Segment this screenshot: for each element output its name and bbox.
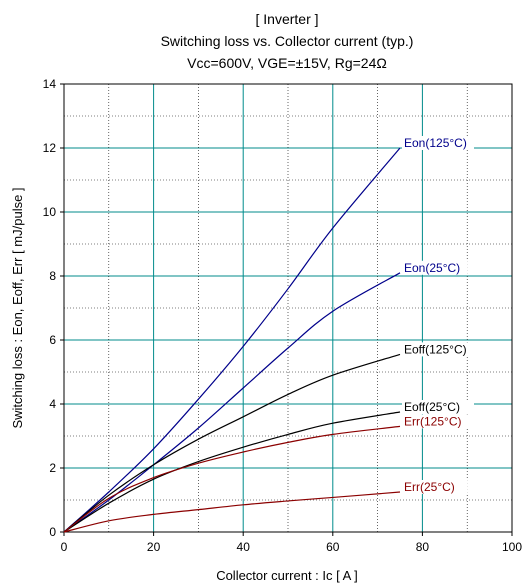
chart-title-line-1: [ Inverter ] <box>255 11 318 27</box>
series-label-err-25-c: Err(25°C) <box>404 480 455 494</box>
series-label-bg <box>402 400 474 414</box>
x-tick-label: 20 <box>147 540 161 554</box>
plot-area-border <box>63 83 513 533</box>
series-label-eoff-125-c: Eoff(125°C) <box>404 342 467 356</box>
y-tick-label: 4 <box>49 397 56 411</box>
x-axis: 0 20 40 60 80 100 <box>61 532 522 554</box>
y-tick-label: 6 <box>49 333 56 347</box>
y-tick-label: 8 <box>49 269 56 283</box>
y-axis: 0 2 4 6 8 10 12 14 <box>43 77 64 539</box>
series-labels: Eon(125°C) Eon(25°C) Eoff(125°C) Eoff(25°C)… <box>402 136 481 494</box>
series-label-bg <box>402 480 468 494</box>
x-tick-label: 100 <box>502 540 522 554</box>
series-label-err-125-c: Err(125°C) <box>404 414 461 428</box>
x-tick-label: 60 <box>326 540 340 554</box>
grid <box>64 84 512 532</box>
chart-title-line-2: Switching loss vs. Collector current (ty… <box>161 33 414 49</box>
y-tick-label: 2 <box>49 461 56 475</box>
y-tick-label: 14 <box>43 77 57 91</box>
series-line-eoff-25-c <box>63 411 401 533</box>
series-label-eon-125-c: Eon(125°C) <box>404 136 467 150</box>
y-tick-label: 0 <box>49 525 56 539</box>
series-group <box>63 147 401 533</box>
x-axis-label: Collector current : Ic [ A ] <box>216 568 358 583</box>
series-label-bg <box>402 260 468 275</box>
series-label-eoff-25-c: Eoff(25°C) <box>404 400 460 414</box>
x-tick-label: 0 <box>61 540 68 554</box>
y-tick-label: 12 <box>43 141 57 155</box>
chart-title: [ Inverter ] Switching loss vs. Collecto… <box>161 11 414 71</box>
series-line-err-125-c <box>63 425 401 533</box>
series-line-eoff-125-c <box>63 353 401 533</box>
series-line-eon-125-c <box>63 147 401 533</box>
x-tick-label: 40 <box>237 540 251 554</box>
y-axis-label: Switching loss : Eon, Eoff, Err [ mJ/pul… <box>10 187 25 428</box>
series-label-bg <box>402 414 474 429</box>
y-tick-label: 10 <box>43 205 57 219</box>
series-label-bg <box>402 342 481 357</box>
series-line-eon-25-c <box>63 272 401 533</box>
series-label-eon-25-c: Eon(25°C) <box>404 261 460 275</box>
plot-frame <box>63 83 513 533</box>
series-label-bg <box>402 136 474 150</box>
x-tick-label: 80 <box>416 540 430 554</box>
series-line-err-25-c <box>63 491 401 533</box>
chart-title-line-3: Vcc=600V, VGE=±15V, Rg=24Ω <box>187 55 387 71</box>
